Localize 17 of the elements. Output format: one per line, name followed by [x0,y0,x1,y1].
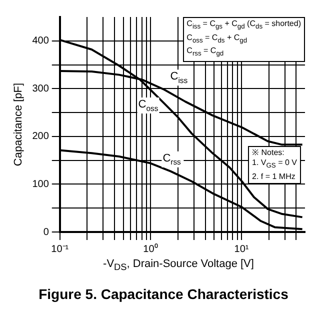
y-tick-label: 300 [32,83,50,94]
annotation: ※ Notes: [252,148,286,158]
annotation: C$_{oss}$ = C$_{ds}$ + C$_{gd}$ [186,32,248,46]
x-tick-label: 10⁻¹ [51,244,70,255]
annotation: 1. V$_{GS}$ = 0 V [252,158,297,172]
y-tick-label: 100 [32,178,50,190]
y-axis-title: Capacitance [pF] [12,82,25,166]
text: Figure 5. Capacitance Characteristics [38,286,290,302]
annotation: 2. f = 1 MHz [252,172,296,182]
x-axis-title: -V$_{DS}$, Drain-Source Voltage [V] [102,258,255,272]
x-tick-label: 10¹ [234,244,250,255]
text: C$_{iss}$ = C$_{gs}$ + C$_{gd}$ (C$_{ds}$ = shorted) [186,19,301,31]
x-tick-label: 10⁰ [143,242,158,255]
y-tick-label: 400 [32,36,50,47]
y-tick-label: 0 [43,226,50,238]
y-tick-label: 200 [32,131,50,142]
annotation: C$_{rss}$ = C$_{gd}$ [186,46,225,60]
